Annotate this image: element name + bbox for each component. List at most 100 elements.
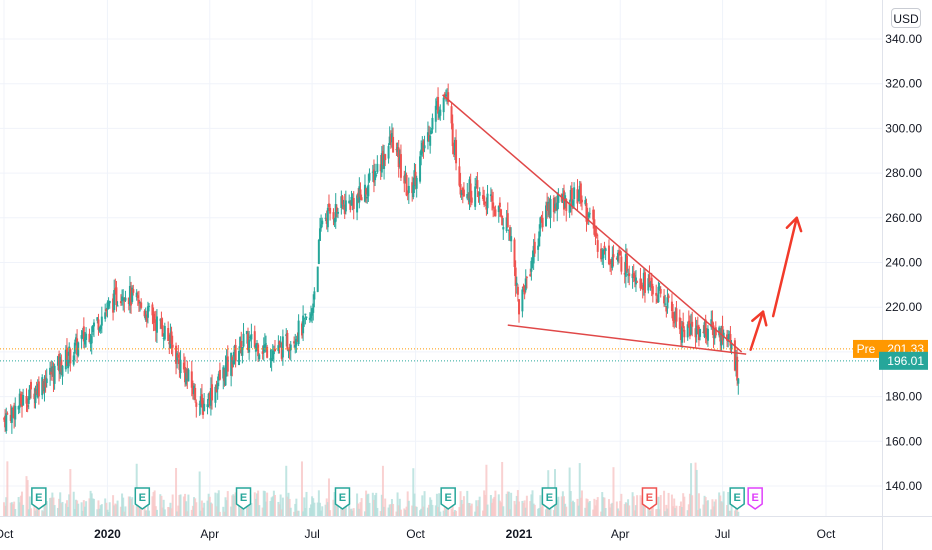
volume-bar [351,510,354,516]
candle-body [280,342,283,359]
candle-body [37,381,40,397]
candle-body [703,322,706,337]
candle-body [501,215,504,226]
candle-body [455,139,458,164]
candle-body [506,213,509,228]
candle-body [413,170,416,187]
volume-bar [124,506,127,516]
currency-button[interactable]: USD [891,8,921,28]
volume-bar [278,504,281,516]
candle-body [206,404,209,407]
volume-bar [97,500,100,516]
volume-bar [239,508,242,516]
candle-body [332,212,335,220]
earnings-marker[interactable]: E [747,487,763,510]
earnings-badge [541,487,558,510]
candle-body [187,369,190,382]
volume-bar [83,506,86,516]
candle-body [253,331,256,348]
volume-bar [332,499,335,516]
earnings-marker[interactable]: E [729,487,745,510]
volume-bar [56,507,59,516]
earnings-marker[interactable]: E [334,487,351,510]
candle-body [492,202,495,209]
volume-bar [234,492,237,516]
candle-body [658,286,661,291]
y-tick-label: 320.00 [885,77,922,91]
candle-body [349,203,352,210]
candle-body [318,228,321,241]
volume-bar [76,500,79,516]
volume-bar [171,494,174,516]
volume-bar [494,490,497,516]
candle-body [681,326,684,343]
volume-bar [507,491,510,516]
candle-body [577,198,580,201]
candle-body [541,217,544,228]
volume-bar [224,497,227,516]
candle-body [730,342,733,349]
volume-bar [218,511,221,516]
candle-body [397,147,400,168]
candle-body [515,282,518,285]
earnings-marker[interactable]: E [541,487,558,510]
candle-body [112,298,115,313]
volume-bar [392,503,395,516]
candle-body [428,134,431,142]
candle-body [510,236,513,242]
trendline [442,94,743,353]
candle-body [545,205,548,227]
candle-body [483,195,486,205]
volume-bar [476,506,479,516]
volume-bar [367,493,370,516]
candle-body [447,92,450,103]
candle-body [532,245,535,264]
candle-body [127,297,130,305]
volume-bar [663,490,666,516]
volume-bar [89,490,92,516]
candle-body [524,278,527,291]
volume-bar [573,502,576,516]
candle-body [257,344,260,357]
price-axis[interactable]: 340.00 320.00 300.00 280.00 260.00 240.00 220.… [885,32,922,493]
earnings-marker[interactable]: E [641,487,658,510]
earnings-marker[interactable]: E [440,487,456,510]
volume-bar [655,509,658,516]
volume-bar [610,503,613,516]
candle-body [218,369,221,380]
volume-bar [374,495,377,516]
candle-body [672,312,675,321]
volume-bar [557,496,560,516]
volume-bar [395,511,398,516]
volume-bar [14,509,17,516]
earnings-marker[interactable]: E [31,487,47,510]
candle-body [588,213,591,215]
volume-bar [493,496,496,516]
volume-bar [398,498,401,516]
volume-bar [483,490,486,516]
candle-body [80,335,83,339]
candle-body [442,97,445,113]
time-axis[interactable]: Oct 2020 Apr Jul Oct 2021 Apr Jul Oct [0,527,836,541]
candle-body [406,191,409,195]
volume-bar [4,505,7,516]
volume-bar [308,507,311,516]
volume-bar [155,509,158,516]
volume-bar [549,509,552,516]
candle-body [530,260,533,272]
candle-body [176,353,179,361]
volume-bar [256,493,259,516]
candle-body [620,256,623,272]
volume-bar [366,494,369,516]
volume-bar [556,499,559,516]
volume-bar [384,498,387,516]
candle-body [469,183,472,199]
candle-body [108,300,111,304]
earnings-marker[interactable]: E [235,487,252,510]
candle-body [132,289,135,293]
earnings-marker[interactable]: E [134,487,151,510]
candle-body [460,189,463,196]
candle-body [277,345,280,351]
